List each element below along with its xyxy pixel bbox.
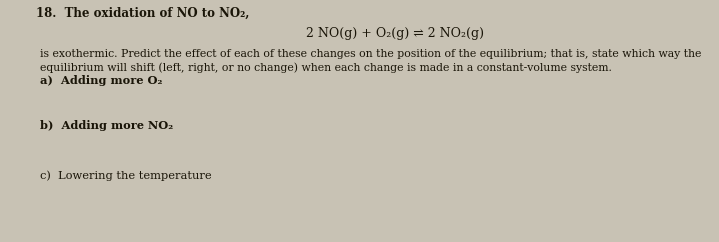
Text: is exothermic. Predict the effect of each of these changes on the position of th: is exothermic. Predict the effect of eac… xyxy=(40,49,701,59)
Text: 2 NO(g) + O₂(g) ⇌ 2 NO₂(g): 2 NO(g) + O₂(g) ⇌ 2 NO₂(g) xyxy=(306,27,485,40)
Text: a)  Adding more O₂: a) Adding more O₂ xyxy=(40,75,162,86)
Text: equilibrium will shift (left, right, or no change) when each change is made in a: equilibrium will shift (left, right, or … xyxy=(40,62,611,73)
Text: c)  Lowering the temperature: c) Lowering the temperature xyxy=(40,170,211,181)
Text: b)  Adding more NO₂: b) Adding more NO₂ xyxy=(40,120,173,131)
Text: 18.  The oxidation of NO to NO₂,: 18. The oxidation of NO to NO₂, xyxy=(36,7,249,20)
